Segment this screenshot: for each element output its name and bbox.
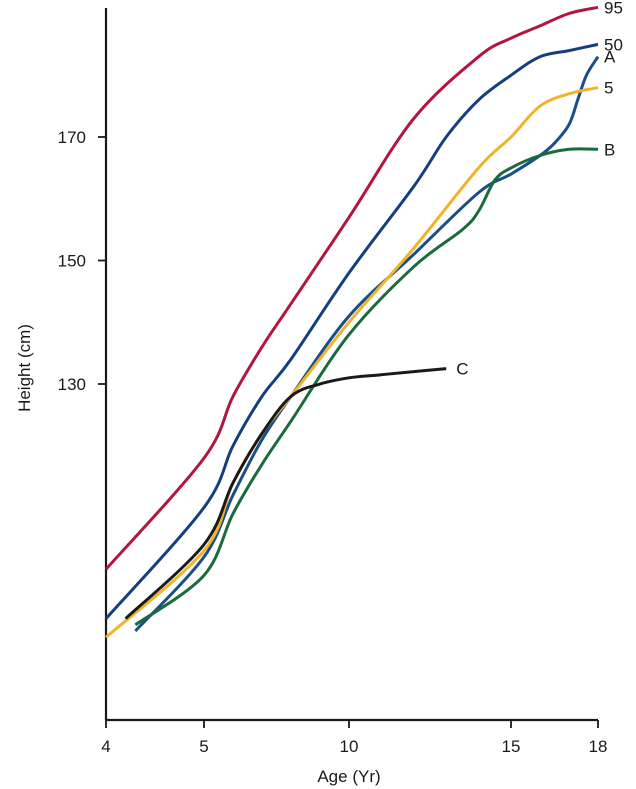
x-tick-label: 10 [340,737,359,756]
series-line-5 [105,86,599,639]
series-label-c: C [456,360,468,379]
series-line-c [124,367,447,620]
series-label-5: 5 [604,79,613,98]
series-label-a: A [604,48,616,67]
series-layer: 95 50A 5 B C [104,0,623,639]
y-axis-title: Height (cm) [15,324,34,412]
series-line-a [134,55,600,633]
x-axis-title: Age (Yr) [317,767,380,786]
axes [104,8,598,722]
x-tick-label: 5 [199,737,208,756]
series-label-95: 95 [604,0,623,17]
y-tick-label: 150 [58,252,86,271]
x-tick-label: 15 [502,737,521,756]
y-tick-group: 130 150 170 [58,128,106,394]
x-tick-label: 18 [589,737,608,756]
y-tick-label: 170 [58,128,86,147]
series-line-b [134,147,599,627]
x-tick-label: 4 [101,737,110,756]
x-tick-group: 4 5 10 15 18 [101,720,607,756]
series-line-95 [104,5,599,571]
series-label-b: B [604,140,615,159]
series-line-50 [104,42,599,620]
y-tick-label: 130 [58,375,86,394]
series-label-50: 50 [604,35,623,54]
